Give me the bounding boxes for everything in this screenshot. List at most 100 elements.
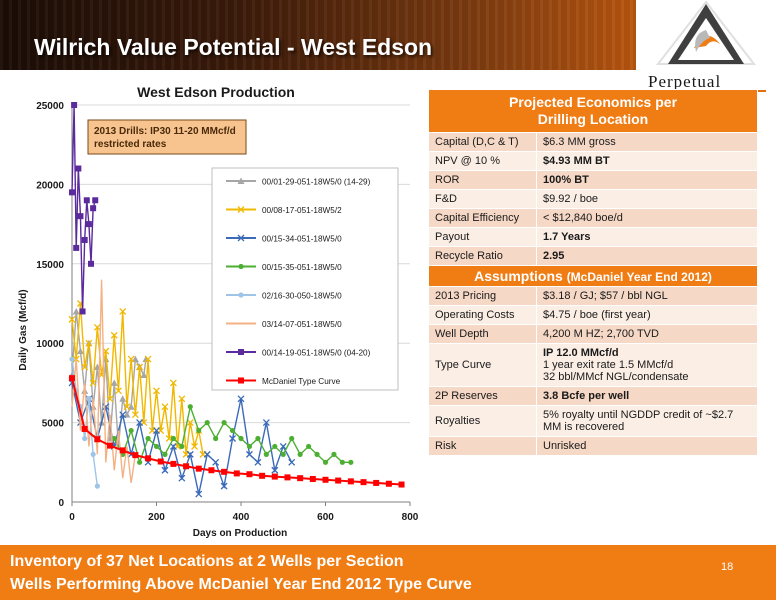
data-point <box>88 260 95 267</box>
data-point <box>186 450 194 458</box>
legend-label: 00/15-34-051-18W5/0 <box>262 235 342 244</box>
legend-entry: 00/08-17-051-18W5/2 <box>226 206 342 215</box>
data-series <box>69 102 99 315</box>
data-point <box>68 315 76 323</box>
data-point <box>229 427 236 434</box>
data-point <box>119 411 127 419</box>
data-point <box>187 404 193 410</box>
data-point <box>71 102 78 108</box>
data-point <box>284 474 291 481</box>
data-point <box>398 481 405 488</box>
table-row: ROR 100% BT <box>428 170 758 190</box>
table-value-line: 1.7 Years <box>543 231 591 243</box>
assumptions-header: Assumptions (McDaniel Year End 2012) <box>428 265 758 287</box>
data-series <box>68 379 296 498</box>
x-axis-label: Days on Production <box>193 528 287 539</box>
data-point <box>136 363 144 371</box>
legend-label: McDaniel Type Curve <box>262 377 341 386</box>
legend-entry: 02/16-30-050-18W5/0 <box>226 292 342 301</box>
data-point <box>123 403 131 411</box>
data-point <box>69 189 75 196</box>
data-point <box>195 465 202 472</box>
data-point <box>145 455 152 462</box>
data-point <box>348 459 354 465</box>
data-point <box>119 395 127 402</box>
table-row-label: ROR <box>428 170 537 190</box>
data-point <box>263 451 269 457</box>
table-value-line: $6.3 MM gross <box>543 136 616 148</box>
data-series <box>69 375 405 488</box>
assumptions-header-row: Assumptions (McDaniel Year End 2012) <box>428 265 758 287</box>
x-tick-label: 600 <box>317 512 334 523</box>
data-point <box>153 443 160 450</box>
table-row-value: 3.8 Bcfe per well <box>536 386 758 406</box>
data-point <box>81 236 88 243</box>
data-point <box>262 419 270 427</box>
data-point <box>203 450 211 458</box>
table-row: 2P Reserves 3.8 Bcfe per well <box>428 386 758 406</box>
table-row-label: Capital (D,C & T) <box>428 132 537 152</box>
data-point <box>69 356 75 362</box>
legend-entry: McDaniel Type Curve <box>226 377 341 386</box>
y-tick-label: 5000 <box>42 419 65 430</box>
data-point <box>272 443 278 450</box>
data-point <box>153 387 160 395</box>
data-point <box>110 379 118 386</box>
table-row: 2013 Pricing $3.18 / GJ; $57 / bbl NGL <box>428 286 758 306</box>
data-point <box>90 205 97 212</box>
legend-label: 00/01-29-051-18W5/0 (14-29) <box>262 178 371 187</box>
table-value-line: < $12,840 boe/d <box>543 212 623 224</box>
data-point <box>119 447 126 454</box>
data-series <box>71 279 137 484</box>
data-point <box>212 458 220 466</box>
table-row-value: 4,200 M HZ; 2,700 TVD <box>536 324 758 344</box>
data-point <box>153 427 160 434</box>
table-row: Capital (D,C & T) $6.3 MM gross <box>428 132 758 152</box>
table-row-value: < $12,840 boe/d <box>536 208 758 228</box>
chart-annotation-box <box>87 119 247 155</box>
series-line <box>71 104 96 312</box>
data-point <box>90 451 96 457</box>
data-point <box>360 479 367 486</box>
data-point <box>89 379 97 387</box>
x-tick-label: 400 <box>233 512 250 523</box>
data-point <box>178 474 186 482</box>
table-row-value: $6.3 MM gross <box>536 132 758 152</box>
table-row-value: 2.95 <box>536 246 758 266</box>
data-point <box>131 355 139 363</box>
data-point <box>254 458 262 466</box>
table-row-label: Type Curve <box>428 343 537 387</box>
data-point <box>145 435 151 442</box>
chart-annotation-line1: 2013 Drills: IP30 11-20 MMcf/d <box>94 126 236 137</box>
data-point <box>162 451 168 457</box>
legend-swatch-marker <box>237 206 245 213</box>
table-row-label: Risk <box>428 436 537 456</box>
data-point <box>128 427 134 434</box>
table-value-line: $3.18 / GJ; $57 / bbl NGL <box>543 290 668 302</box>
data-point <box>339 459 345 465</box>
data-point <box>83 197 90 204</box>
data-point <box>69 375 75 382</box>
data-point <box>165 435 173 442</box>
data-point <box>297 451 303 457</box>
data-point <box>115 387 122 395</box>
legend-entry: 03/14-07-051-18W5/0 <box>226 320 342 329</box>
data-point <box>331 451 337 457</box>
data-point <box>237 395 245 403</box>
data-point <box>73 244 80 251</box>
table-row-label: Well Depth <box>428 324 537 344</box>
legend-swatch-marker <box>238 377 244 384</box>
table-value-line: 2.95 <box>543 250 565 262</box>
table-row-label: Capital Efficiency <box>428 208 537 228</box>
data-point <box>127 403 135 410</box>
legend-entry: 00/14-19-051-18W5/0 (04-20) <box>226 349 371 358</box>
data-point <box>75 165 82 172</box>
slide-title: Wilrich Value Potential - West Edson <box>34 34 433 60</box>
data-point <box>170 460 177 467</box>
data-point <box>85 221 92 228</box>
assumptions-header-title: Assumptions <box>474 268 563 284</box>
table-row-label: Recycle Ratio <box>428 246 537 266</box>
data-point <box>271 473 278 480</box>
data-point <box>183 463 190 470</box>
economics-table: Projected Economics per Drilling Locatio… <box>428 89 758 456</box>
